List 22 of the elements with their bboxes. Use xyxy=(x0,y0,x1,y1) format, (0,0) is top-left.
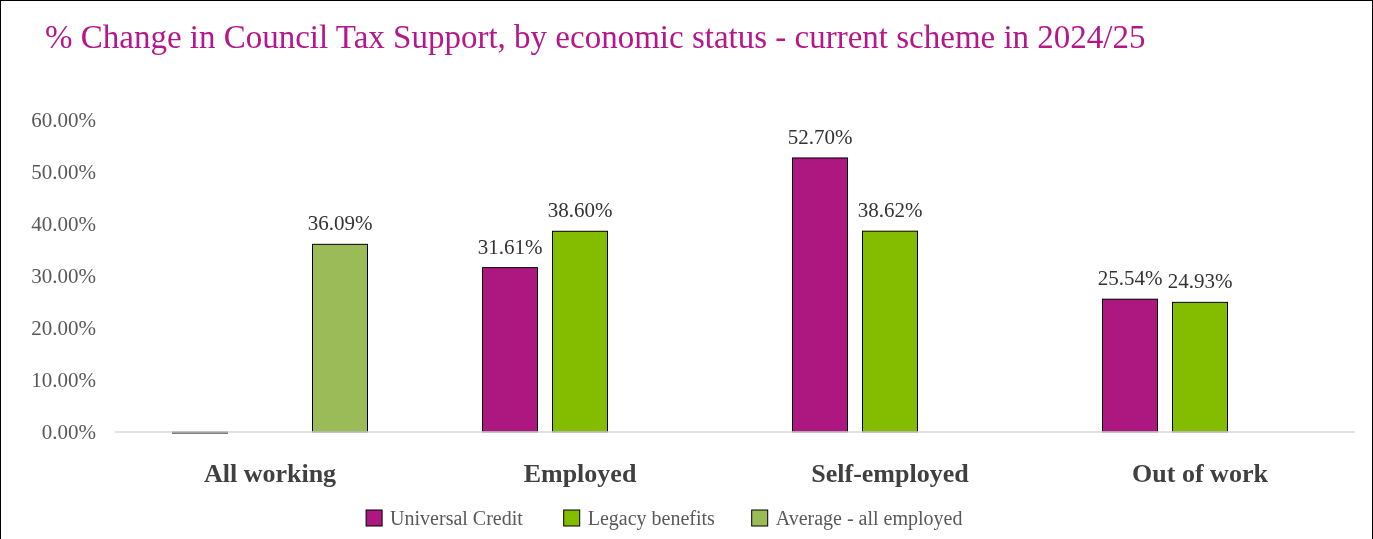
data-label: 38.62% xyxy=(857,198,923,223)
data-label: 38.60% xyxy=(547,198,613,223)
legend-label: Universal Credit xyxy=(390,507,524,529)
y-tick-label: 30.00% xyxy=(31,264,96,289)
x-tick-label: Employed xyxy=(523,459,637,488)
y-tick-label: 0.00% xyxy=(41,420,96,445)
x-tick-label: Out of work xyxy=(1132,459,1269,488)
y-tick-label: 10.00% xyxy=(31,368,96,393)
x-tick-label: Self-employed xyxy=(811,459,970,488)
legend-label: Legacy benefits xyxy=(587,507,716,530)
y-tick-label: 50.00% xyxy=(31,160,96,185)
y-tick-label: 60.00% xyxy=(31,108,96,133)
data-label: 24.93% xyxy=(1167,269,1233,294)
data-label: 25.54% xyxy=(1097,266,1163,291)
x-tick-label: All working xyxy=(203,459,337,488)
y-tick-label: 20.00% xyxy=(31,316,96,341)
y-tick-label: 40.00% xyxy=(31,212,96,237)
legend-label: Average - all employed xyxy=(775,507,963,530)
chart-title: % Change in Council Tax Support, by economic status - current scheme in 2024/25 xyxy=(45,19,1146,55)
data-label: 52.70% xyxy=(787,124,853,149)
data-label: 31.61% xyxy=(477,234,543,259)
data-label: 36.09% xyxy=(307,211,373,236)
